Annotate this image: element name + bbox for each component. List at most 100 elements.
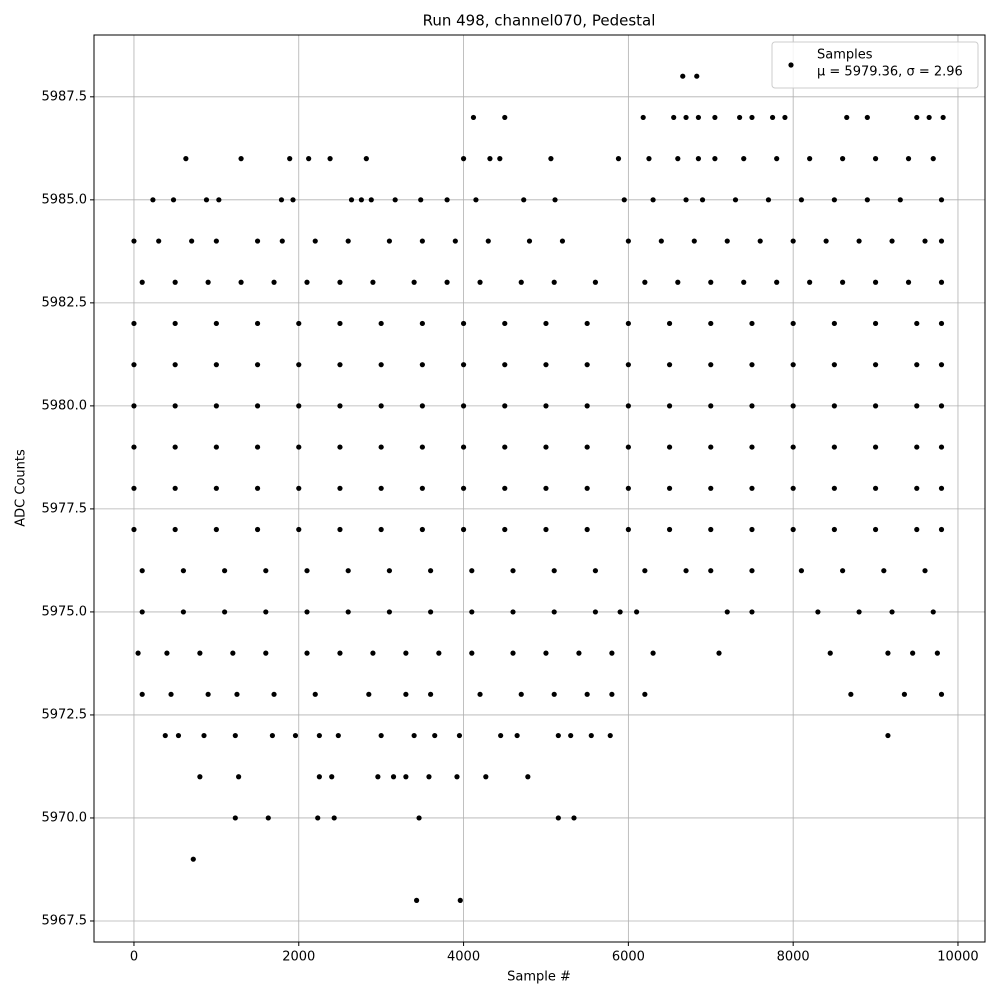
y-tick-label: 5985.0 — [42, 192, 88, 207]
point — [712, 114, 718, 121]
point — [172, 362, 178, 368]
y-tick-label: 5970.0 — [42, 810, 88, 825]
point — [749, 403, 755, 409]
point — [156, 238, 162, 244]
point — [510, 568, 516, 574]
point — [290, 197, 296, 203]
point — [694, 73, 700, 79]
point — [316, 732, 322, 739]
point — [525, 774, 531, 780]
point — [938, 403, 945, 409]
point — [584, 362, 590, 368]
point — [576, 650, 582, 656]
point — [790, 238, 796, 244]
point — [345, 609, 351, 615]
point — [555, 815, 561, 821]
point — [749, 568, 755, 574]
point — [131, 362, 137, 368]
point — [337, 485, 343, 491]
point — [278, 197, 285, 203]
point — [502, 362, 508, 368]
point — [625, 485, 631, 491]
point — [457, 897, 463, 903]
point — [348, 197, 355, 203]
point — [584, 485, 590, 491]
point — [502, 444, 508, 450]
point — [790, 362, 796, 368]
point — [584, 691, 590, 697]
point — [831, 485, 837, 491]
point — [269, 732, 275, 739]
y-tick-label: 5975.0 — [42, 604, 88, 619]
point — [460, 526, 467, 533]
point — [312, 238, 318, 244]
point — [419, 320, 425, 327]
point — [254, 485, 261, 491]
x-tick-label: 0 — [130, 950, 138, 965]
point — [551, 609, 557, 615]
point — [749, 114, 755, 121]
point — [666, 403, 673, 409]
point — [162, 732, 168, 739]
point — [938, 485, 945, 491]
legend-label: Samples — [817, 48, 873, 63]
point — [559, 238, 566, 244]
point — [390, 774, 397, 780]
point — [930, 156, 936, 162]
point — [551, 691, 557, 697]
point — [708, 485, 714, 491]
point — [914, 526, 920, 533]
point — [469, 568, 475, 574]
point — [938, 362, 945, 368]
point — [551, 279, 557, 285]
point — [724, 238, 730, 244]
x-tick-label: 10000 — [937, 950, 978, 965]
point — [139, 609, 145, 615]
point — [625, 238, 631, 244]
point — [487, 156, 493, 162]
point — [922, 568, 928, 574]
point — [337, 362, 343, 368]
point — [378, 526, 384, 533]
point — [807, 279, 813, 285]
point — [827, 650, 833, 656]
point — [646, 156, 652, 162]
point — [914, 114, 920, 121]
point — [337, 526, 343, 533]
point — [625, 403, 631, 409]
point — [856, 238, 862, 244]
point — [287, 156, 293, 162]
point — [416, 815, 422, 821]
point — [543, 650, 549, 656]
point — [460, 485, 467, 491]
point — [304, 279, 310, 285]
point — [749, 609, 755, 615]
point — [872, 485, 879, 491]
point — [749, 362, 755, 368]
point — [131, 403, 137, 409]
point — [418, 197, 424, 203]
point — [938, 691, 945, 697]
point — [914, 362, 920, 368]
point — [456, 732, 463, 739]
point — [131, 238, 137, 244]
point — [666, 444, 673, 450]
point — [419, 362, 425, 368]
point — [205, 279, 211, 285]
point — [724, 609, 730, 615]
point — [216, 197, 222, 203]
point — [938, 238, 945, 244]
point — [254, 526, 261, 533]
point — [615, 156, 622, 162]
point — [588, 732, 594, 739]
point — [329, 774, 335, 780]
legend: Samples μ = 5979.36, σ = 2.96 — [771, 41, 979, 89]
point — [454, 774, 460, 780]
point — [213, 444, 219, 450]
point — [436, 650, 442, 656]
point — [483, 774, 489, 780]
point — [168, 691, 174, 697]
point — [741, 279, 747, 285]
point — [477, 691, 483, 697]
